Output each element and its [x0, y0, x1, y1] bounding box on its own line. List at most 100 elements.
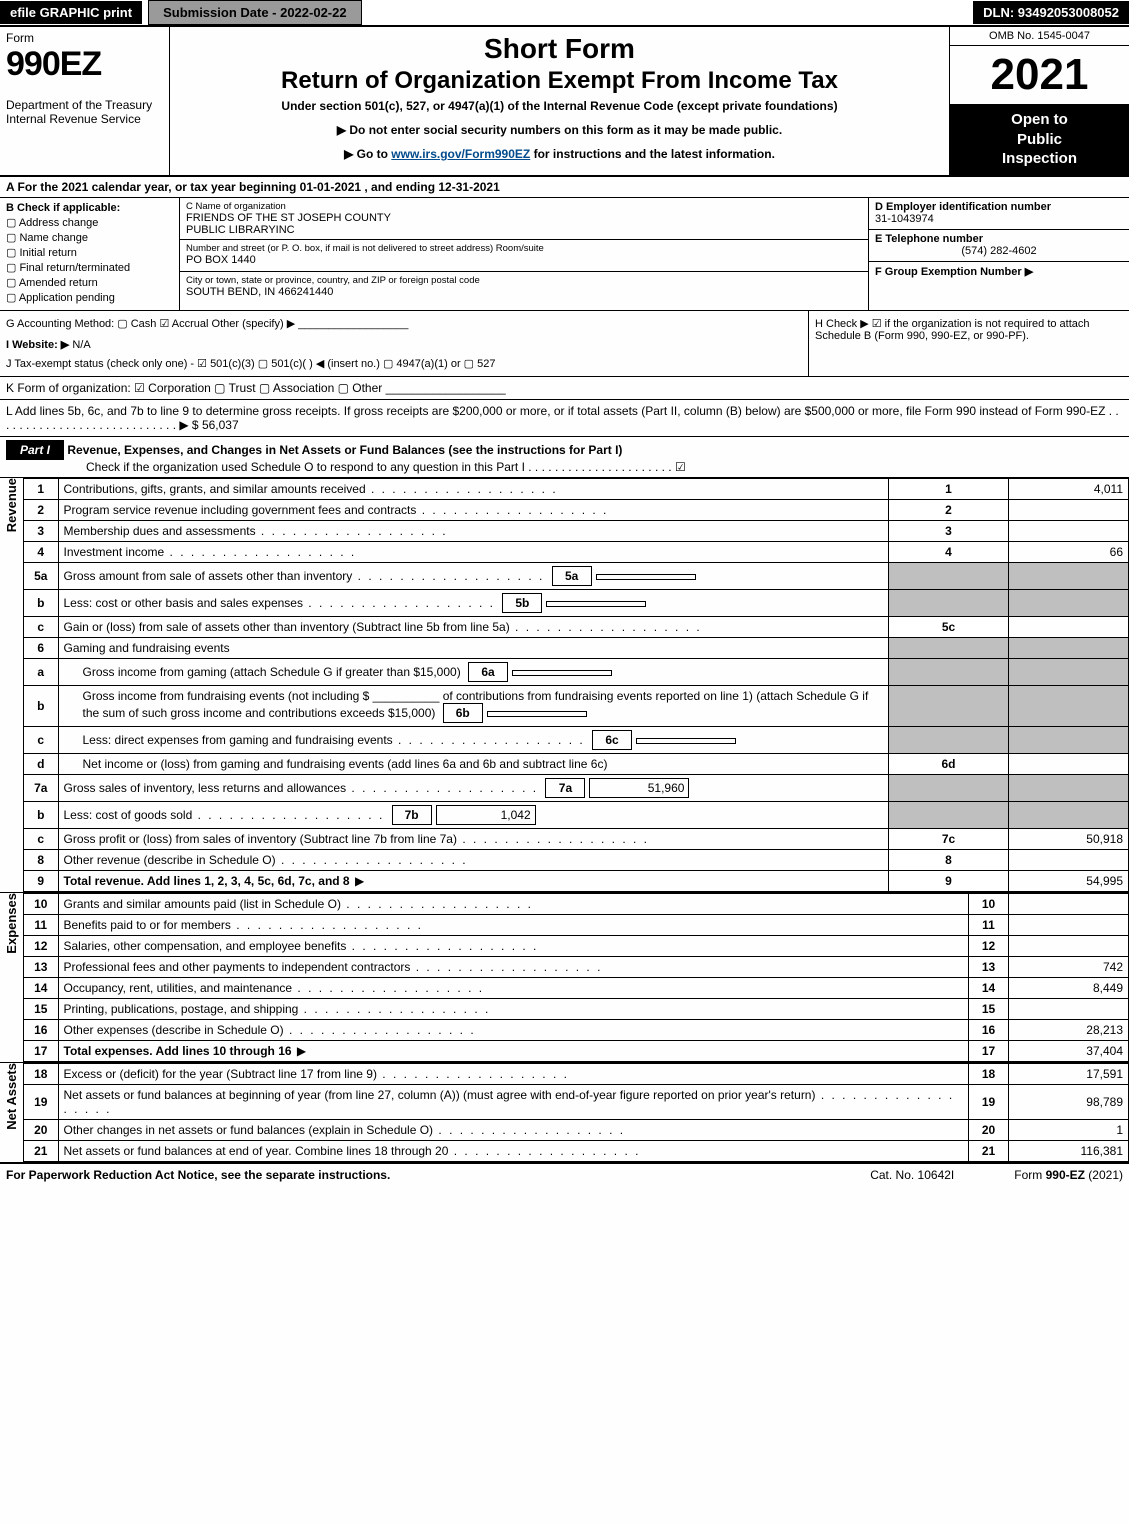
line-17: 17Total expenses. Add lines 10 through 1… — [24, 1040, 1129, 1061]
row-g-h: G Accounting Method: ▢ Cash ☑ Accrual Ot… — [0, 311, 1129, 377]
netassets-section: Net Assets 18Excess or (deficit) for the… — [0, 1063, 1129, 1164]
line-3: 3Membership dues and assessments3 — [24, 520, 1129, 541]
c-city-lbl: City or town, state or province, country… — [186, 275, 862, 286]
d-grp-lbl: F Group Exemption Number ▶ — [875, 265, 1123, 278]
line-15: 15Printing, publications, postage, and s… — [24, 998, 1129, 1019]
line-8: 8Other revenue (describe in Schedule O)8 — [24, 849, 1129, 870]
chk-initial-return[interactable]: Initial return — [6, 246, 173, 259]
pill-l3: Inspection — [1002, 150, 1077, 167]
pill-l2: Public — [1017, 131, 1062, 148]
d-tel-lbl: E Telephone number — [875, 233, 1123, 245]
form-number: 990EZ — [6, 45, 163, 84]
form-footer-label: Form 990-EZ (2021) — [1014, 1168, 1123, 1182]
dept-label: Department of the Treasury Internal Reve… — [6, 98, 163, 126]
i-label: I Website: ▶ — [6, 339, 69, 351]
line-21: 21Net assets or fund balances at end of … — [24, 1140, 1129, 1161]
chk-amended-return[interactable]: Amended return — [6, 276, 173, 289]
goto-pre: ▶ Go to — [344, 147, 391, 161]
b-title: B Check if applicable: — [6, 202, 173, 214]
paperwork-notice: For Paperwork Reduction Act Notice, see … — [6, 1168, 390, 1182]
revenue-section: Revenue 1Contributions, gifts, grants, a… — [0, 478, 1129, 893]
line-6a: aGross income from gaming (attach Schedu… — [24, 658, 1129, 685]
c-addr: Number and street (or P. O. box, if mail… — [180, 240, 868, 272]
c-city-val: SOUTH BEND, IN 466241440 — [186, 286, 862, 298]
cat-number: Cat. No. 10642I — [870, 1168, 954, 1182]
title-block: Short Form Return of Organization Exempt… — [170, 27, 949, 175]
c-name: C Name of organization FRIENDS OF THE ST… — [180, 198, 868, 240]
expenses-table: 10Grants and similar amounts paid (list … — [24, 893, 1129, 1062]
part1-header: Part I Revenue, Expenses, and Changes in… — [0, 437, 1129, 478]
part1-sub: Check if the organization used Schedule … — [86, 460, 686, 474]
chk-address-change[interactable]: Address change — [6, 216, 173, 229]
line-4: 4Investment income466 — [24, 541, 1129, 562]
line-5b: bLess: cost or other basis and sales exp… — [24, 589, 1129, 616]
d-grp: F Group Exemption Number ▶ — [869, 262, 1129, 294]
irs-link[interactable]: www.irs.gov/Form990EZ — [391, 147, 530, 161]
row-j: J Tax-exempt status (check only one) - ☑… — [6, 357, 802, 370]
d-ein: D Employer identification number 31-1043… — [869, 198, 1129, 230]
netassets-table: 18Excess or (deficit) for the year (Subt… — [24, 1063, 1129, 1162]
revenue-label: Revenue — [0, 478, 24, 892]
line-7c: cGross profit or (loss) from sales of in… — [24, 828, 1129, 849]
c-name-val: FRIENDS OF THE ST JOSEPH COUNTY PUBLIC L… — [186, 212, 862, 236]
d-tel: E Telephone number (574) 282-4602 — [869, 230, 1129, 262]
submission-date-button[interactable]: Submission Date - 2022-02-22 — [148, 0, 362, 25]
pill-l1: Open to — [1011, 111, 1068, 128]
line-1: 1Contributions, gifts, grants, and simil… — [24, 478, 1129, 499]
subtitle: Under section 501(c), 527, or 4947(a)(1)… — [178, 99, 941, 113]
line-6d: dNet income or (loss) from gaming and fu… — [24, 753, 1129, 774]
d-ein-lbl: D Employer identification number — [875, 201, 1123, 213]
line-5c: cGain or (loss) from sale of assets othe… — [24, 616, 1129, 637]
tax-year: 2021 — [950, 46, 1129, 104]
c-addr-val: PO BOX 1440 — [186, 254, 862, 266]
expenses-section: Expenses 10Grants and similar amounts pa… — [0, 893, 1129, 1063]
line-14: 14Occupancy, rent, utilities, and mainte… — [24, 977, 1129, 998]
line-6b: bGross income from fundraising events (n… — [24, 685, 1129, 726]
omb-number: OMB No. 1545-0047 — [950, 27, 1129, 46]
expenses-label: Expenses — [0, 893, 24, 1062]
form-id-block: Form 990EZ Department of the Treasury In… — [0, 27, 170, 175]
line-10: 10Grants and similar amounts paid (list … — [24, 893, 1129, 914]
form-header: Form 990EZ Department of the Treasury In… — [0, 27, 1129, 177]
top-bar: efile GRAPHIC print Submission Date - 20… — [0, 0, 1129, 27]
line-7a: 7aGross sales of inventory, less returns… — [24, 774, 1129, 801]
right-block: OMB No. 1545-0047 2021 Open to Public In… — [949, 27, 1129, 175]
short-title: Short Form — [178, 33, 941, 65]
col-c: C Name of organization FRIENDS OF THE ST… — [180, 198, 869, 310]
line-6: 6Gaming and fundraising events — [24, 637, 1129, 658]
part1-title: Revenue, Expenses, and Changes in Net As… — [67, 443, 622, 457]
line-19: 19Net assets or fund balances at beginni… — [24, 1084, 1129, 1119]
chk-name-change[interactable]: Name change — [6, 231, 173, 244]
chk-final-return[interactable]: Final return/terminated — [6, 261, 173, 274]
i-value: N/A — [72, 339, 90, 351]
chk-application-pending[interactable]: Application pending — [6, 291, 173, 304]
line-5a: 5aGross amount from sale of assets other… — [24, 562, 1129, 589]
netassets-label: Net Assets — [0, 1063, 24, 1162]
line-12: 12Salaries, other compensation, and empl… — [24, 935, 1129, 956]
col-d: D Employer identification number 31-1043… — [869, 198, 1129, 310]
form-label: Form — [6, 31, 163, 45]
revenue-table: 1Contributions, gifts, grants, and simil… — [24, 478, 1129, 892]
inspection-pill: Open to Public Inspection — [950, 104, 1129, 175]
line-9: 9Total revenue. Add lines 1, 2, 3, 4, 5c… — [24, 870, 1129, 891]
return-title: Return of Organization Exempt From Incom… — [178, 67, 941, 95]
row-l: L Add lines 5b, 6c, and 7b to line 9 to … — [0, 400, 1129, 437]
line-2: 2Program service revenue including gover… — [24, 499, 1129, 520]
line-16: 16Other expenses (describe in Schedule O… — [24, 1019, 1129, 1040]
d-tel-val: (574) 282-4602 — [875, 245, 1123, 257]
line-11: 11Benefits paid to or for members11 — [24, 914, 1129, 935]
efile-button[interactable]: efile GRAPHIC print — [0, 1, 142, 24]
dne-note: ▶ Do not enter social security numbers o… — [178, 123, 941, 137]
goto-post: for instructions and the latest informat… — [530, 147, 775, 161]
footer: For Paperwork Reduction Act Notice, see … — [0, 1164, 1129, 1186]
g-text: G Accounting Method: ▢ Cash ☑ Accrual Ot… — [6, 317, 802, 330]
row-a-period: A For the 2021 calendar year, or tax yea… — [0, 177, 1129, 198]
dln-label: DLN: 93492053008052 — [973, 1, 1129, 24]
part1-label: Part I — [6, 440, 64, 460]
d-ein-val: 31-1043974 — [875, 213, 1123, 225]
line-18: 18Excess or (deficit) for the year (Subt… — [24, 1063, 1129, 1084]
row-k: K Form of organization: ☑ Corporation ▢ … — [0, 377, 1129, 400]
line-20: 20Other changes in net assets or fund ba… — [24, 1119, 1129, 1140]
section-b-c-d: B Check if applicable: Address change Na… — [0, 198, 1129, 311]
c-name-lbl: C Name of organization — [186, 201, 862, 212]
